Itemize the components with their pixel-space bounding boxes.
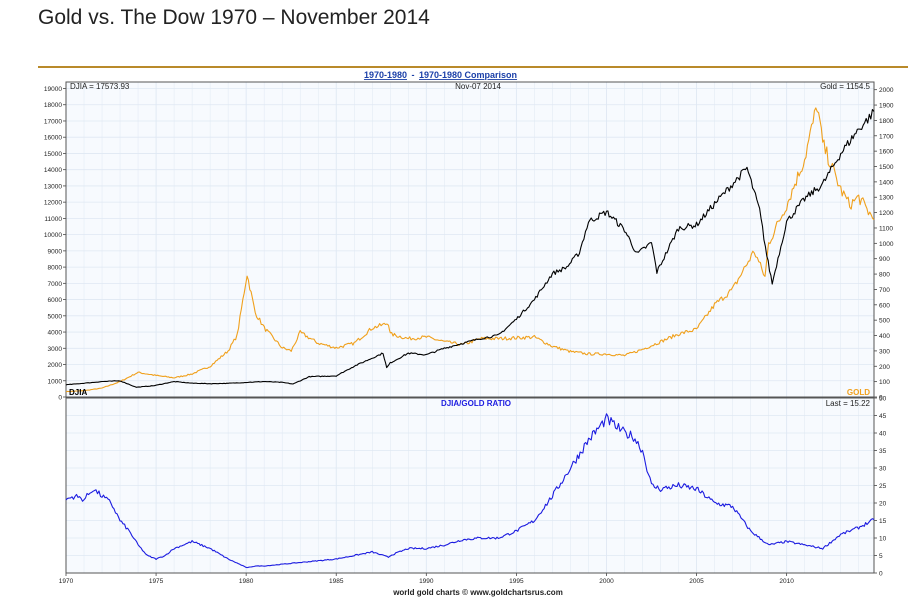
top-panel bbox=[65, 81, 875, 398]
left-tick-label: 12000 bbox=[44, 200, 62, 207]
left-tick-label: 5000 bbox=[48, 313, 63, 320]
chart-footer-credit: world gold charts © www.goldchartsrus.co… bbox=[392, 588, 563, 597]
left-tick-label: 15000 bbox=[44, 151, 62, 158]
right-tick-label: 1200 bbox=[879, 210, 894, 217]
right-tick-label: 800 bbox=[879, 272, 890, 279]
x-tick-label: 1975 bbox=[149, 578, 164, 585]
right-tick-label: 1300 bbox=[879, 195, 894, 202]
x-tick-label: 2005 bbox=[689, 578, 704, 585]
right-tick-label: 400 bbox=[879, 333, 890, 340]
x-tick-label: 1980 bbox=[239, 578, 254, 585]
header-link-comparison[interactable]: 1970-1980 Comparison bbox=[419, 70, 517, 80]
chart-date: Nov-07 2014 bbox=[455, 82, 501, 91]
ratio-tick-label: 35 bbox=[879, 448, 887, 455]
left-tick-label: 17000 bbox=[44, 118, 62, 125]
right-tick-label: 600 bbox=[879, 302, 890, 309]
gold-readout: Gold = 1154.5 bbox=[820, 82, 870, 91]
right-tick-label: 1100 bbox=[879, 225, 893, 232]
header-link-separator: - bbox=[412, 70, 415, 80]
gridlines bbox=[65, 82, 874, 574]
left-tick-label: 9000 bbox=[48, 248, 63, 255]
left-tick-label: 1000 bbox=[48, 378, 63, 385]
left-tick-label: 19000 bbox=[44, 86, 62, 93]
right-tick-label: 1600 bbox=[879, 149, 894, 156]
djia-legend-tag: DJIA bbox=[69, 388, 87, 397]
gold-series-line bbox=[65, 107, 875, 393]
left-tick-label: 7000 bbox=[48, 281, 63, 288]
left-tick-label: 8000 bbox=[48, 265, 63, 272]
ratio-title: DJIA/GOLD RATIO bbox=[441, 399, 511, 408]
title-divider bbox=[38, 66, 908, 68]
axes: 0100020003000400050006000700080009000100… bbox=[44, 81, 894, 585]
right-tick-label: 200 bbox=[879, 364, 890, 371]
left-tick-label: 0 bbox=[58, 395, 62, 402]
left-tick-label: 18000 bbox=[44, 102, 62, 109]
ratio-tick-label: 15 bbox=[879, 518, 887, 525]
ratio-tick-label: 25 bbox=[879, 483, 887, 490]
right-tick-label: 1700 bbox=[879, 133, 894, 140]
right-tick-label: 700 bbox=[879, 287, 890, 294]
left-tick-label: 2000 bbox=[48, 362, 63, 369]
ratio-tick-label: 40 bbox=[879, 431, 887, 438]
left-tick-label: 3000 bbox=[48, 346, 63, 353]
right-tick-label: 300 bbox=[879, 348, 890, 355]
left-tick-label: 6000 bbox=[48, 297, 63, 304]
djia-series-line bbox=[65, 108, 875, 388]
ratio-tick-label: 20 bbox=[879, 501, 887, 508]
left-tick-label: 14000 bbox=[44, 167, 62, 174]
x-tick-label: 2000 bbox=[599, 578, 614, 585]
x-tick-label: 1995 bbox=[509, 578, 524, 585]
right-tick-label: 1900 bbox=[879, 103, 894, 110]
x-tick-label: 2010 bbox=[779, 578, 794, 585]
x-tick-label: 1985 bbox=[329, 578, 344, 585]
ratio-tick-label: 50 bbox=[879, 396, 887, 403]
right-tick-label: 900 bbox=[879, 256, 890, 263]
top-panel-border bbox=[65, 81, 875, 398]
djia-readout: DJIA = 17573.93 bbox=[70, 82, 130, 91]
right-tick-label: 1500 bbox=[879, 164, 894, 171]
x-tick-label: 1970 bbox=[59, 578, 74, 585]
right-tick-label: 1400 bbox=[879, 179, 894, 186]
header-link-1970-1980[interactable]: 1970-1980 bbox=[364, 70, 407, 80]
gold-vs-dow-chart: 0100020003000400050006000700080009000100… bbox=[38, 68, 908, 603]
ratio-tick-label: 45 bbox=[879, 413, 887, 420]
page-title: Gold vs. The Dow 1970 – November 2014 bbox=[38, 6, 430, 29]
left-tick-label: 16000 bbox=[44, 135, 62, 142]
left-tick-label: 13000 bbox=[44, 183, 62, 190]
right-tick-label: 1000 bbox=[879, 241, 894, 248]
gold-legend-tag: GOLD bbox=[847, 388, 870, 397]
ratio-tick-label: 10 bbox=[879, 536, 887, 543]
right-tick-label: 100 bbox=[879, 379, 890, 386]
ratio-tick-label: 30 bbox=[879, 466, 887, 473]
right-tick-label: 500 bbox=[879, 318, 890, 325]
right-tick-label: 0 bbox=[879, 395, 883, 402]
left-tick-label: 11000 bbox=[44, 216, 62, 223]
x-tick-label: 1990 bbox=[419, 578, 434, 585]
right-tick-label: 2000 bbox=[879, 87, 894, 94]
ratio-tick-label: 5 bbox=[879, 553, 883, 560]
left-tick-label: 10000 bbox=[44, 232, 62, 239]
ratio-tick-label: 0 bbox=[879, 571, 883, 578]
series-layer bbox=[65, 107, 875, 569]
djia-gold-ratio-line bbox=[65, 413, 875, 569]
ratio-readout: Last = 15.22 bbox=[826, 399, 871, 408]
right-tick-label: 1800 bbox=[879, 118, 894, 125]
bottom-panel-border bbox=[65, 397, 875, 574]
left-tick-label: 4000 bbox=[48, 330, 63, 337]
